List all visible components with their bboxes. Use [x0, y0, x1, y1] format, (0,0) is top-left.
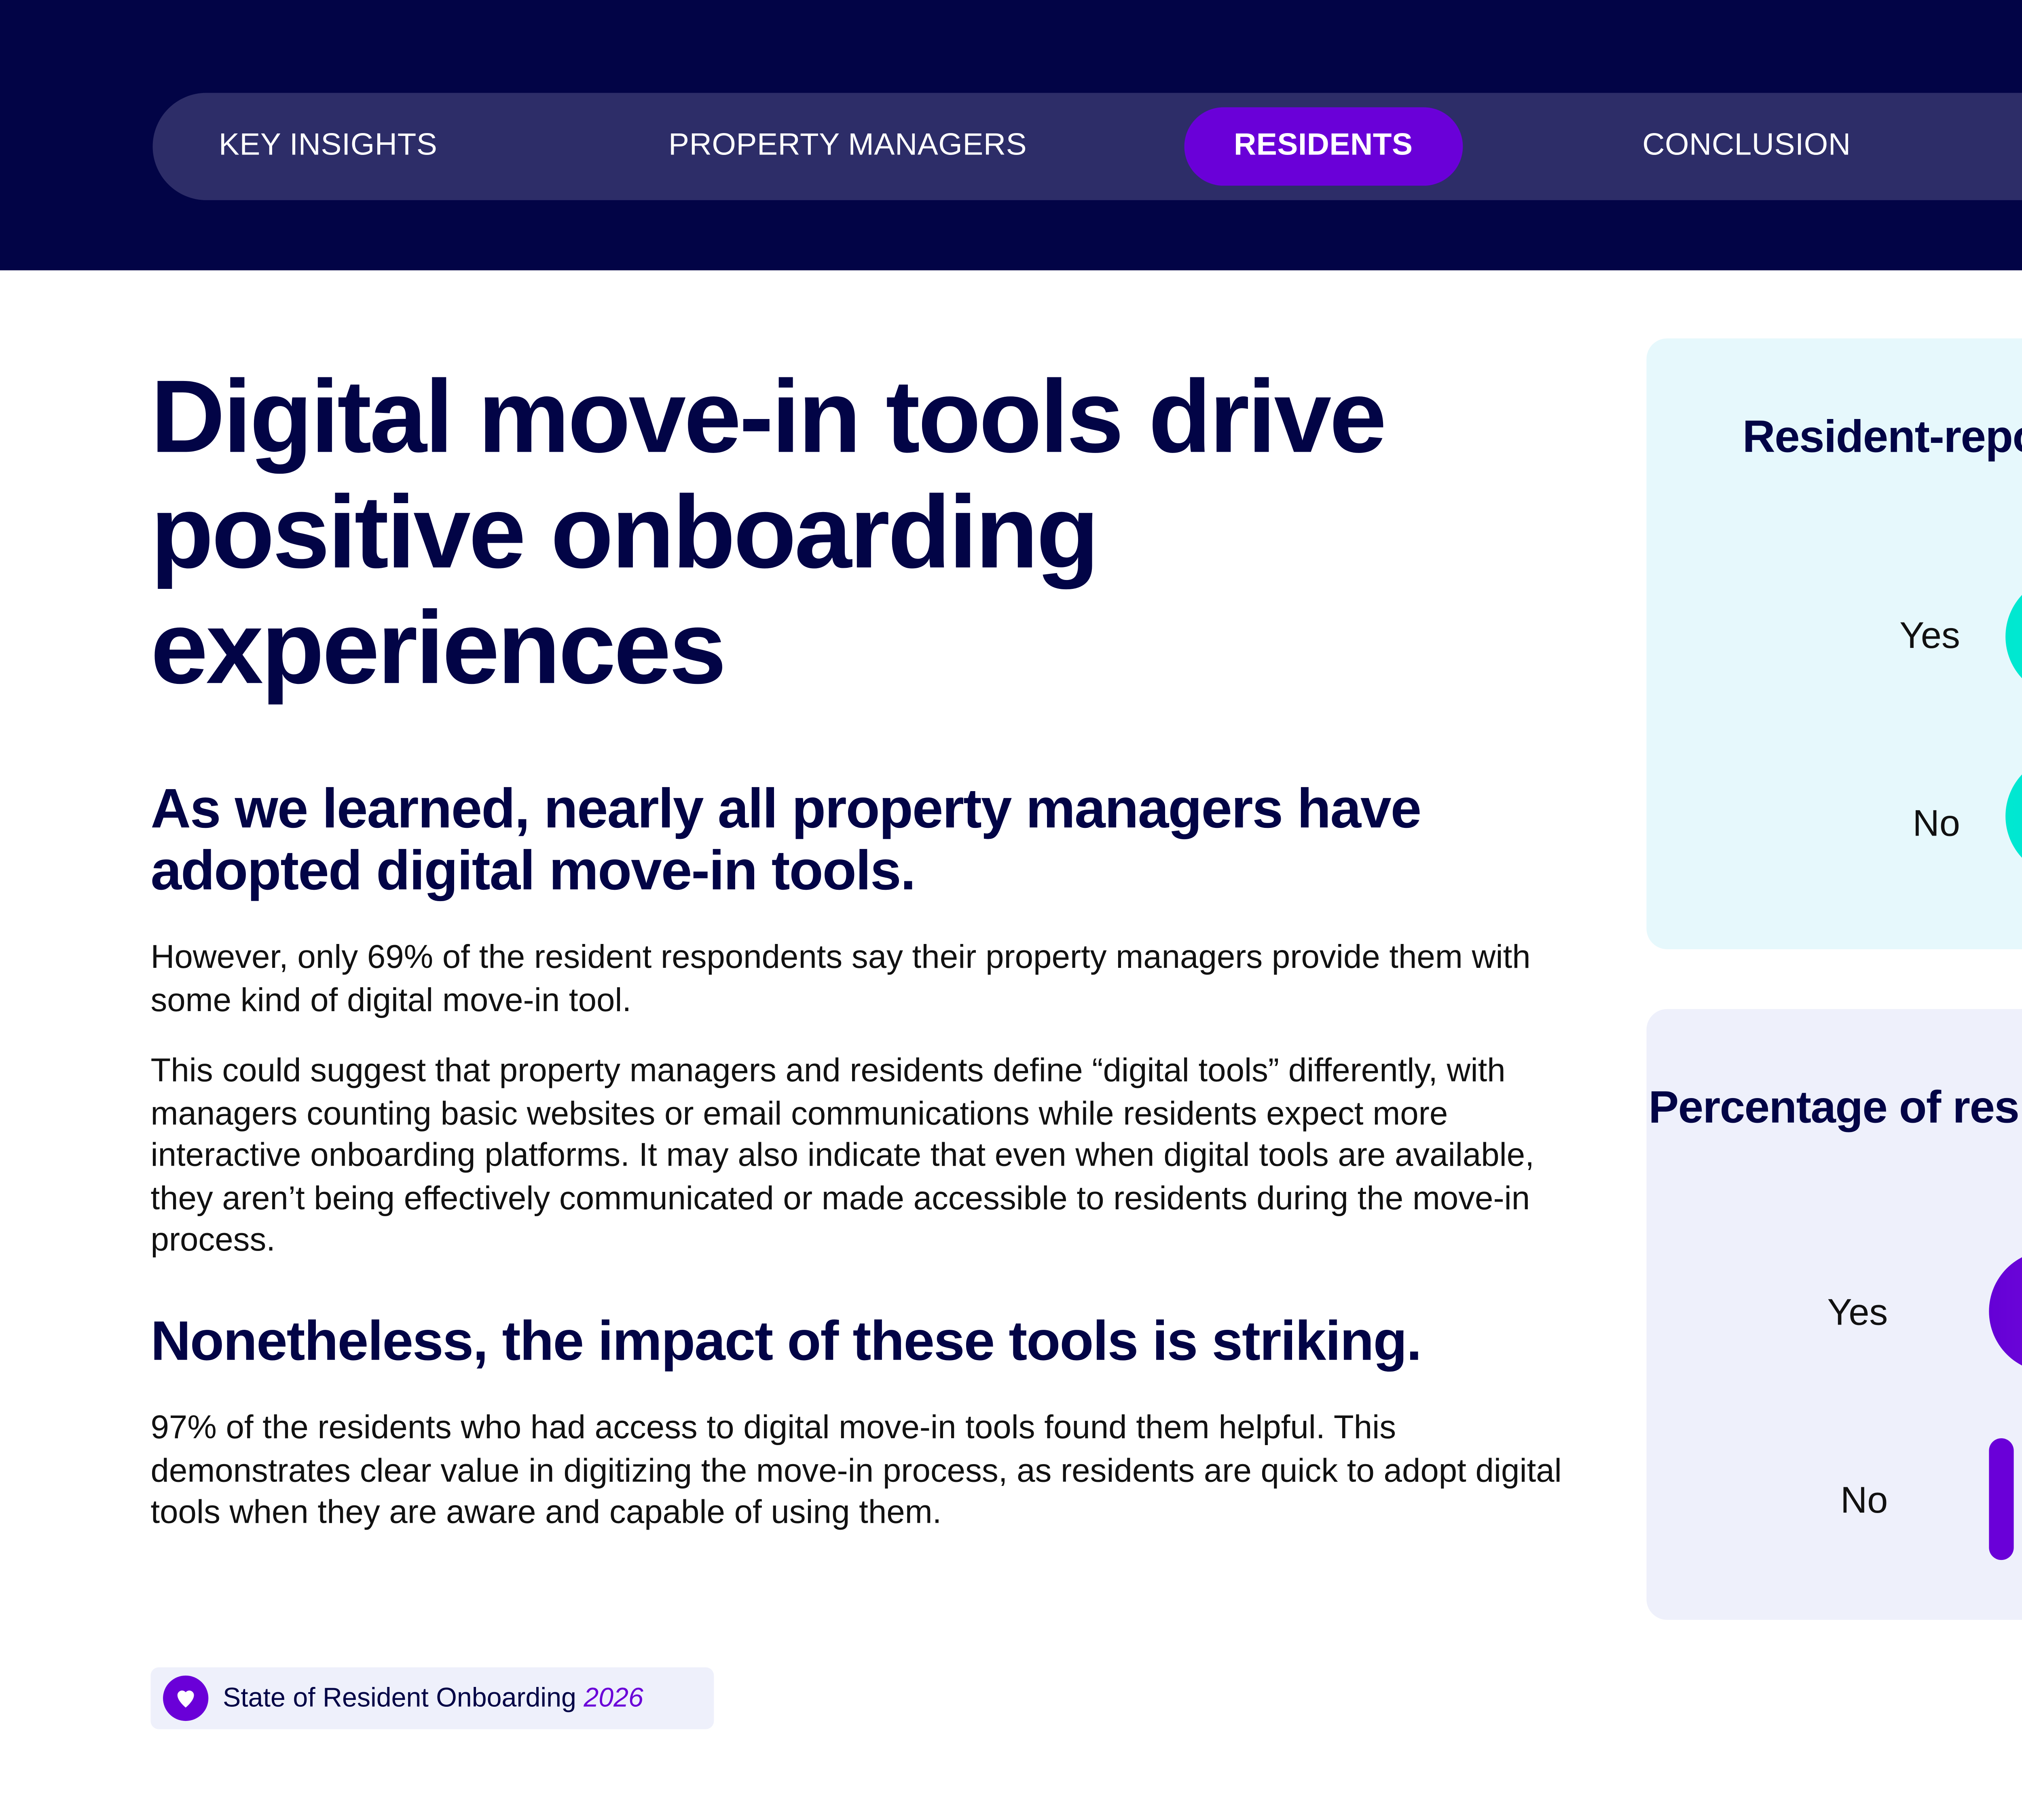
report-badge: State of Resident Onboarding 2026: [150, 1667, 714, 1729]
nav-residents[interactable]: RESIDENTS: [1184, 107, 1463, 186]
page-title: Digital move-in tools drive positive onb…: [150, 359, 1387, 706]
section-nav: KEY INSIGHTS PROPERTY MANAGERS RESIDENTS…: [152, 93, 2022, 200]
chart-helpful-label-yes: Yes: [1827, 1291, 1888, 1333]
paragraph-definition: This could suggest that property manager…: [150, 1054, 1534, 1260]
chart-title-usage: Resident-reported use of digital move-in…: [1742, 411, 2022, 462]
chart-panel-usage: Resident-reported use of digital move-in…: [1646, 338, 2022, 949]
subheading-adoption: As we learned, nearly all property manag…: [150, 778, 1421, 902]
chart-usage-bar-yes: [2005, 576, 2022, 698]
paragraph-69-percent: However, only 69% of the resident respon…: [150, 941, 1531, 1019]
chart-usage-label-yes: Yes: [1899, 615, 1960, 656]
paragraph-97-percent: 97% of the residents who had access to d…: [150, 1411, 1562, 1532]
report-year: 2026: [584, 1682, 643, 1713]
chart-helpful-bar-yes: [1989, 1250, 2022, 1372]
chart-usage-bar-no: [2005, 755, 2022, 877]
chart-helpful-label-no: No: [1840, 1479, 1888, 1521]
heart-icon: [163, 1675, 209, 1721]
subheading-impact: Nonetheless, the impact of these tools i…: [150, 1310, 1422, 1372]
chart-usage-label-no: No: [1912, 802, 1960, 844]
nav-property-managers[interactable]: PROPERTY MANAGERS: [668, 128, 1027, 163]
nav-key-insights[interactable]: KEY INSIGHTS: [218, 128, 438, 163]
chart-panel-helpfulness: Percentage of residents that found the d…: [1646, 1009, 2022, 1620]
report-title-text: State of Resident Onboarding: [223, 1682, 576, 1713]
nav-conclusion[interactable]: CONCLUSION: [1642, 128, 1851, 163]
chart-helpful-bar-no: [1989, 1438, 2014, 1560]
header-bar: KEY INSIGHTS PROPERTY MANAGERS RESIDENTS…: [0, 0, 2022, 271]
chart-title-helpfulness: Percentage of residents that found the d…: [1648, 1081, 2022, 1133]
report-name: State of Resident Onboarding 2026: [223, 1667, 643, 1729]
